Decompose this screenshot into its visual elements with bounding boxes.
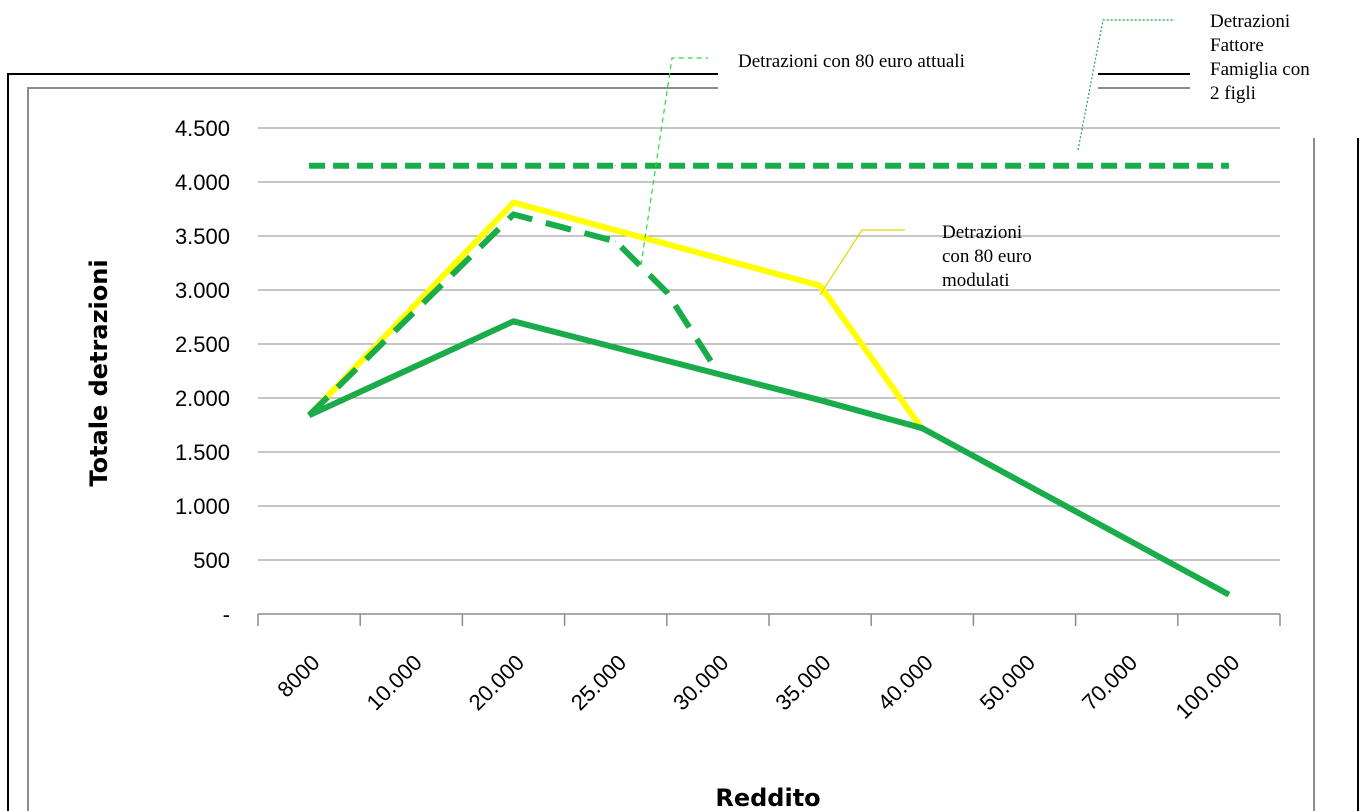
- series-point: [717, 165, 719, 167]
- series-point: [513, 213, 514, 215]
- series-point: [819, 285, 821, 287]
- y-tick-label: 2.000: [175, 386, 230, 411]
- series-point: [921, 427, 923, 429]
- outer-frame: [7, 73, 1359, 811]
- callout-line: modulati: [942, 270, 1010, 291]
- series-point: [615, 240, 617, 242]
- callout-line: Detrazioni: [942, 222, 1022, 243]
- series-point: [308, 165, 310, 167]
- callout-line: 2 figli: [1210, 83, 1256, 104]
- callout-bg-ff: [1190, 0, 1368, 138]
- callout-leader: [640, 57, 708, 266]
- y-tick-label: 1.500: [175, 440, 230, 465]
- callout-leader: [1077, 19, 1175, 151]
- x-tick-label: 30.000: [668, 650, 733, 715]
- x-tick-label: 10.000: [362, 650, 427, 715]
- callout-bg-modulati: [905, 210, 1085, 320]
- series-point: [410, 165, 412, 167]
- x-tick-label: 8000: [272, 650, 324, 702]
- y-tick-label: 4.000: [175, 170, 230, 195]
- x-tick-label: 35.000: [770, 650, 835, 715]
- y-tick-label: 4.500: [175, 116, 230, 141]
- series-point: [921, 165, 923, 167]
- gridlines: [258, 127, 1280, 561]
- callout-line: Famiglia con: [1210, 59, 1310, 80]
- x-tick-label: 40.000: [873, 650, 938, 715]
- x-tick-label: 70.000: [1077, 650, 1142, 715]
- inner-frame: [27, 87, 1315, 811]
- series-point: [513, 320, 514, 322]
- series-point: [1228, 165, 1230, 167]
- x-tick-label: 25.000: [566, 650, 631, 715]
- callouts: Detrazioni Fattore Famiglia con 2 figliDetr…: [640, 11, 1310, 296]
- y-tick-label: 2.500: [175, 332, 230, 357]
- series-point: [1126, 165, 1128, 167]
- y-tick-label: 3.000: [175, 278, 230, 303]
- series-point: [513, 202, 514, 203]
- axes: [257, 613, 1281, 626]
- x-axis-title: Reddito: [715, 784, 820, 811]
- y-tick-label: -: [223, 602, 230, 627]
- chart-frame: [7, 0, 1368, 811]
- series-point: [819, 399, 821, 401]
- x-tick-label: 50.000: [975, 650, 1040, 715]
- series-point: [666, 291, 668, 293]
- callout-line: Detrazioni: [1210, 11, 1290, 32]
- series-point: [308, 414, 310, 416]
- callout-line: Fattore: [1210, 35, 1264, 56]
- callout-leader: [819, 229, 905, 296]
- x-tick-label: 20.000: [464, 650, 529, 715]
- y-tick-label: 3.500: [175, 224, 230, 249]
- x-tick-labels: 8000 10.000 20.000 25.000 30.000 35.000 40.000…: [272, 650, 1244, 724]
- series-line: [307, 318, 1231, 598]
- series-point: [1228, 594, 1230, 596]
- callout-line: con 80 euro: [942, 246, 1032, 267]
- y-tick-label: 1.000: [175, 494, 230, 519]
- callout-ff: Detrazioni Fattore Famiglia con 2 figli: [1210, 11, 1310, 104]
- series-point: [615, 165, 617, 167]
- x-tick-label: 100.000: [1171, 650, 1245, 724]
- y-axis-title: Totale detrazioni: [85, 259, 113, 486]
- callout-bg-attuali: [718, 40, 1098, 92]
- callout-modulati: Detrazioni con 80 euro modulati: [942, 222, 1032, 291]
- y-tick-label: 500: [193, 548, 230, 573]
- series-line: [306, 211, 721, 418]
- callout-line: Detrazioni con 80 euro attuali: [738, 51, 965, 72]
- series-point: [513, 165, 514, 167]
- series-point: [1024, 165, 1025, 167]
- y-tick-labels: - 500 1.000 1.500 2.000 2.500 3.000 3.500 4.000 4…: [175, 116, 230, 627]
- callout-attuali: Detrazioni con 80 euro attuali: [738, 51, 965, 72]
- series-line: [306, 199, 925, 432]
- series-lines: [306, 162, 1231, 598]
- series-point: [819, 165, 821, 167]
